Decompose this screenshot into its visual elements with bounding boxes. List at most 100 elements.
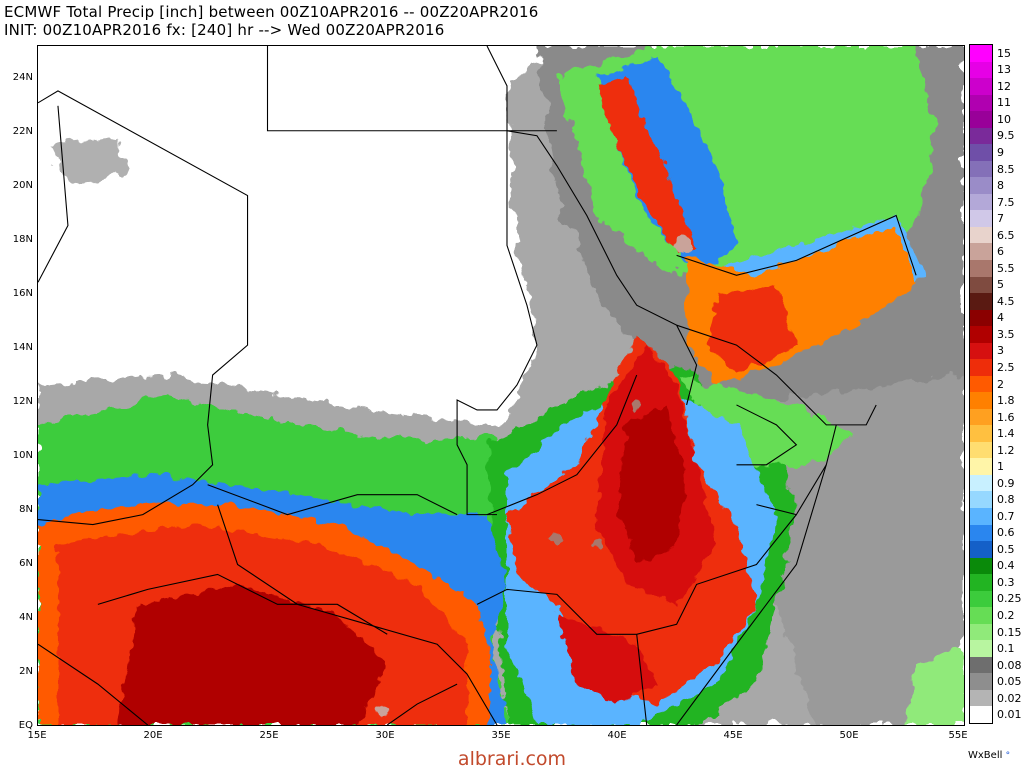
colorbar [969,44,993,724]
colorbar-swatch [970,640,992,658]
colorbar-swatch [970,607,992,625]
colorbar-label: 0.25 [997,592,1022,606]
colorbar-label: 0.8 [997,493,1015,507]
colorbar-swatch [970,408,992,426]
colorbar-swatch [970,491,992,509]
colorbar-label: 7.5 [997,195,1015,209]
colorbar-label: 6.5 [997,228,1015,242]
colorbar-label: 4.5 [997,294,1015,308]
lat-label: 22N [12,126,33,137]
lat-label: 24N [12,72,33,83]
colorbar-swatch [970,706,992,724]
colorbar-swatch [970,458,992,476]
chart-subtitle: INIT: 00Z10APR2016 fx: [240] hr --> Wed … [4,21,445,39]
lat-label: 16N [12,288,33,299]
colorbar-swatch [970,359,992,377]
colorbar-swatch [970,276,992,294]
lon-label: 45E [723,730,743,741]
lat-label: 10N [12,450,33,461]
lat-label: 4N [19,612,33,623]
colorbar-label: 0.3 [997,575,1015,589]
colorbar-swatch [970,673,992,691]
colorbar-label: 3.5 [997,327,1015,341]
colorbar-swatch [970,226,992,244]
colorbar-swatch [970,111,992,129]
colorbar-label: 10 [997,112,1011,126]
colorbar-label: 1.6 [997,410,1015,424]
colorbar-swatch [970,45,992,62]
lon-label: 30E [375,730,395,741]
colorbar-swatch [970,425,992,443]
watermark-text: albrari.com [457,748,567,770]
lat-label: 2N [19,666,33,677]
colorbar-label: 0.05 [997,675,1022,689]
colorbar-swatch [970,656,992,674]
colorbar-label: 8.5 [997,162,1015,176]
colorbar-swatch [970,574,992,592]
extreme-precip-cores [117,235,692,725]
colorbar-label: 0.1 [997,642,1015,656]
colorbar-label: 0.6 [997,526,1015,540]
colorbar-label: 5.5 [997,261,1015,275]
lat-label: 6N [19,558,33,569]
lon-label: 50E [839,730,859,741]
lat-label: 8N [19,504,33,515]
colorbar-label: 8 [997,179,1004,193]
colorbar-swatch [970,293,992,311]
lon-label: 20E [143,730,163,741]
brand-mark: ° [1005,751,1011,761]
colorbar-label: 4 [997,311,1004,325]
colorbar-swatch [970,243,992,261]
lat-label: 12N [12,396,33,407]
colorbar-swatch [970,508,992,526]
colorbar-label: 0.5 [997,542,1015,556]
lon-label: 25E [259,730,279,741]
colorbar-swatch [970,342,992,360]
colorbar-label: 0.01 [997,708,1022,722]
colorbar-swatch [970,524,992,542]
lon-label: 35E [491,730,511,741]
colorbar-label: 12 [997,79,1011,93]
political-borders [38,46,917,725]
colorbar-swatch [970,61,992,79]
colorbar-label: 0.2 [997,609,1015,622]
colorbar-swatch [970,590,992,608]
colorbar-label: 3 [997,344,1004,358]
colorbar-swatch [970,474,992,492]
colorbar-swatch [970,177,992,195]
colorbar-swatch [970,94,992,112]
colorbar-label: 2.5 [997,360,1015,374]
colorbar-swatch [970,392,992,410]
colorbar-label: 13 [997,63,1011,77]
colorbar-swatch [970,689,992,707]
colorbar-label: 6 [997,245,1004,259]
colorbar-swatch [970,144,992,162]
precip-map [37,45,965,726]
colorbar-label: 7 [997,212,1004,226]
colorbar-label: 0.15 [997,625,1022,639]
colorbar-label: 0.7 [997,509,1015,523]
lat-label: 18N [12,234,33,245]
colorbar-label: 9.5 [997,129,1015,143]
colorbar-swatch [970,259,992,277]
colorbar-label: 0.4 [997,559,1015,573]
colorbar-swatch [970,309,992,327]
colorbar-swatch [970,557,992,575]
colorbar-swatch [970,326,992,344]
colorbar-swatch [970,623,992,641]
lon-label: 40E [607,730,627,741]
colorbar-label: 0.08 [997,658,1022,672]
lat-label: EQ [18,720,33,731]
precip-field [38,46,964,725]
colorbar-label: 2 [997,377,1004,391]
colorbar-swatch [970,127,992,145]
colorbar-label: 1.8 [997,394,1015,408]
colorbar-label: 9 [997,145,1004,159]
colorbar-label: 5 [997,278,1004,292]
colorbar-label: 0.02 [997,691,1022,705]
colorbar-swatch [970,210,992,228]
colorbar-label: 0.9 [997,476,1015,490]
colorbar-swatch [970,541,992,559]
brand-logo: WxBell ° [968,750,1010,761]
colorbar-swatch [970,160,992,178]
